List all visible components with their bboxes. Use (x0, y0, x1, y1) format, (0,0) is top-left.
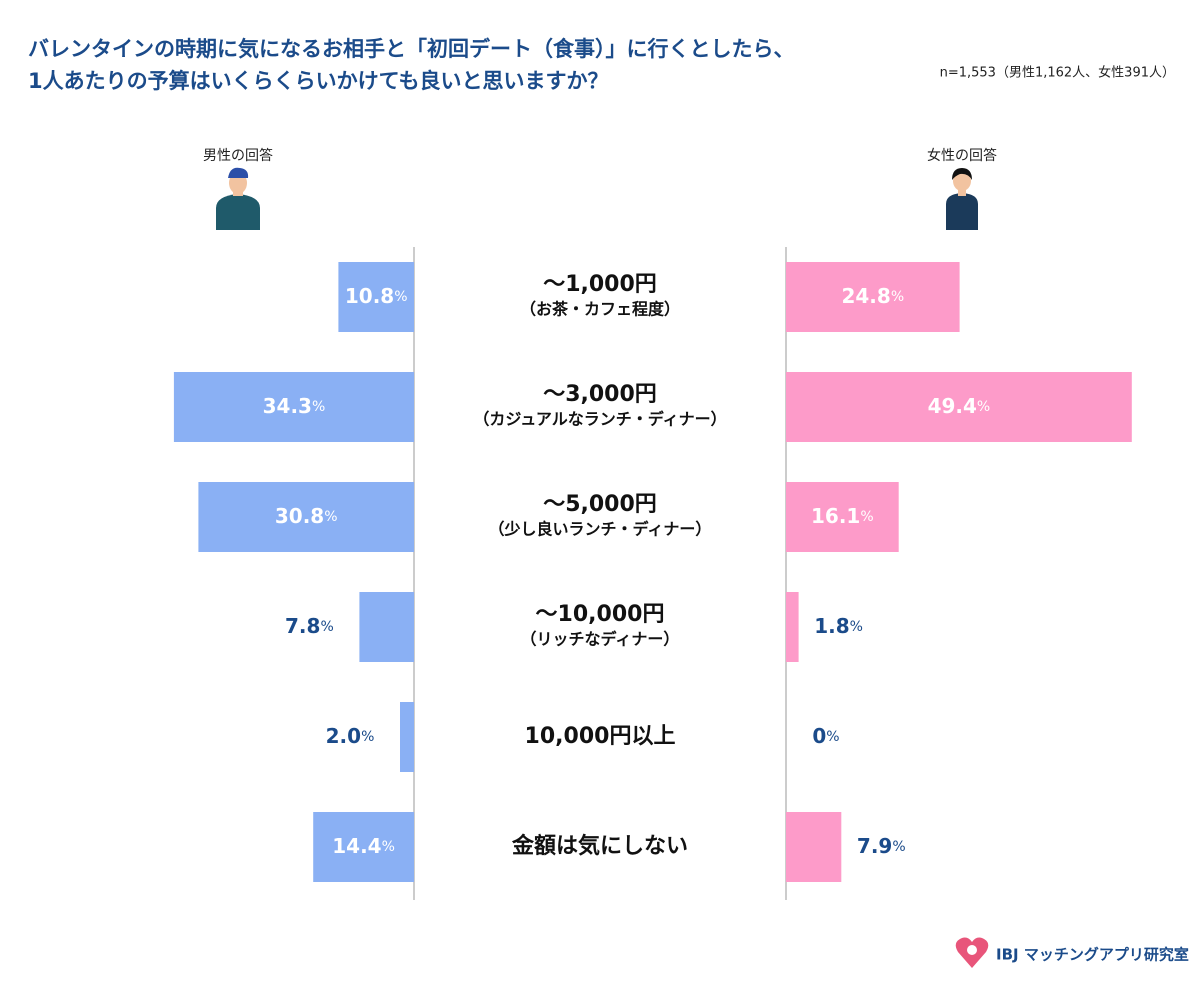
value-number: 16.1 (811, 504, 860, 528)
value-unit: % (324, 509, 337, 525)
category-label: 10,000円以上 (525, 724, 676, 749)
value-number: 24.8 (841, 284, 890, 308)
category-label: ～10,000円 (536, 602, 665, 627)
bar (786, 592, 799, 662)
value-unit: % (382, 839, 395, 855)
bar (400, 702, 414, 772)
value-label: 34.3% (263, 394, 326, 418)
value-label: 7.9% (857, 834, 906, 858)
value-unit: % (892, 839, 905, 855)
category-label: （カジュアルなランチ・ディナー） (473, 410, 726, 429)
value-unit: % (394, 289, 407, 305)
value-number: 34.3 (263, 394, 312, 418)
legend-label: 女性の回答 (927, 147, 997, 164)
male-icon (216, 167, 260, 230)
value-unit: % (361, 729, 374, 745)
value-unit: % (860, 509, 873, 525)
logo (955, 937, 989, 968)
category-label: ～5,000円 (543, 492, 657, 517)
value-number: 1.8 (814, 614, 849, 638)
value-number: 10.8 (345, 284, 394, 308)
category-label: （お茶・カフェ程度） (520, 300, 680, 319)
value-unit: % (977, 399, 990, 415)
chart-title: 1人あたりの予算はいくらくらいかけても良いと思いますか？ (28, 69, 609, 93)
value-unit: % (850, 619, 863, 635)
value-number: 7.8 (285, 614, 320, 638)
value-label: 0% (812, 724, 839, 748)
bar (198, 482, 414, 552)
legend-label: 男性の回答 (203, 147, 273, 164)
category-label: （リッチなディナー） (521, 630, 680, 649)
category-label: ～1,000円 (543, 272, 657, 297)
value-label: 10.8% (345, 284, 408, 308)
value-label: 1.8% (814, 614, 863, 638)
value-number: 2.0 (326, 724, 361, 748)
value-label: 7.8% (285, 614, 334, 638)
value-label: 30.8% (275, 504, 338, 528)
bar (338, 262, 414, 332)
value-label: 16.1% (811, 504, 874, 528)
bar (359, 592, 414, 662)
value-label: 14.4% (332, 834, 395, 858)
category-label: 金額は気にしない (511, 833, 688, 859)
value-number: 0 (812, 724, 826, 748)
value-number: 14.4 (332, 834, 381, 858)
category-label: （少し良いランチ・ディナー） (489, 520, 712, 539)
value-number: 30.8 (275, 504, 324, 528)
female-icon (946, 168, 978, 230)
value-number: 49.4 (928, 394, 977, 418)
bar (173, 372, 414, 442)
value-label: 2.0% (326, 724, 375, 748)
value-unit: % (312, 399, 325, 415)
bar (313, 812, 414, 882)
value-number: 7.9 (857, 834, 892, 858)
chart-title: バレンタインの時期に気になるお相手と「初回デート（食事）」に行くとしたら、 (28, 37, 795, 61)
bar (786, 812, 842, 882)
bar (786, 262, 960, 332)
brand: IBJ マッチングアプリ研究室 (996, 946, 1189, 964)
bar (786, 372, 1132, 442)
bar (786, 482, 899, 552)
value-label: 24.8% (841, 284, 904, 308)
value-label: 49.4% (928, 394, 991, 418)
value-unit: % (320, 619, 333, 635)
value-unit: % (891, 289, 904, 305)
subtitle: n=1,553（男性1,162人、女性391人） (940, 65, 1175, 81)
category-label: ～3,000円 (543, 382, 657, 407)
value-unit: % (826, 729, 839, 745)
